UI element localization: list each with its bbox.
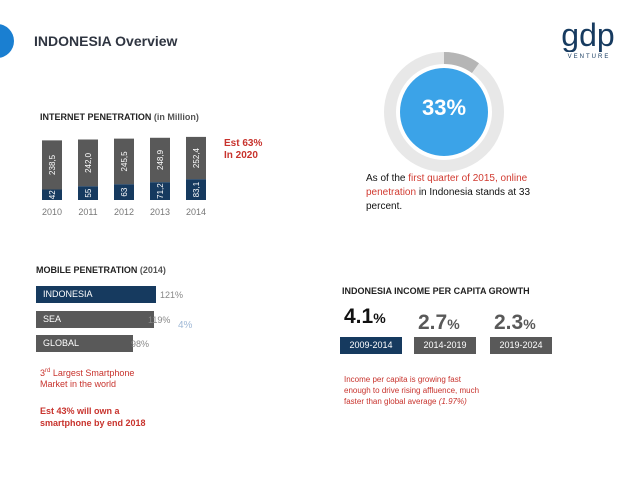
income-section-title: INDONESIA INCOME PER CAPITA GROWTH bbox=[342, 286, 530, 296]
income-value-percent: % bbox=[447, 316, 460, 332]
population-bar bbox=[42, 140, 62, 190]
income-growth-value: 2.3% bbox=[494, 311, 536, 335]
mobile-watermark-text: 4% bbox=[178, 320, 193, 331]
side-tab-marker bbox=[0, 24, 14, 58]
logo-tagline: VENTURE bbox=[567, 54, 611, 60]
mobile-bar-value: 119% bbox=[148, 315, 171, 325]
population-bar bbox=[150, 137, 170, 183]
income-period-box: 2009-2014 bbox=[340, 337, 402, 354]
mobile-section-title: MOBILE PENETRATION (2014) bbox=[36, 265, 166, 275]
mobile-bar-value: 98% bbox=[131, 339, 150, 349]
users-bar bbox=[78, 186, 98, 200]
internet-estimate-note: Est 63% In 2020 bbox=[224, 138, 262, 162]
users-value-label: 42 bbox=[48, 190, 57, 199]
estimate-line-2: smartphone by end 2018 bbox=[40, 418, 146, 428]
mobile-bar-label: SEA bbox=[43, 314, 62, 324]
internet-estimate-line-1: Est 63% bbox=[224, 138, 263, 149]
population-value-label: 245,5 bbox=[120, 151, 129, 172]
penetration-donut-chart bbox=[384, 52, 504, 172]
users-bar bbox=[42, 189, 62, 200]
donut-value-label: 33% bbox=[421, 95, 467, 120]
statement-highlight: first quarter of 2015, online penetratio… bbox=[366, 173, 528, 198]
statement-pre: As of the bbox=[366, 173, 409, 184]
donut-slice bbox=[443, 52, 479, 74]
year-tick-label: 2014 bbox=[186, 207, 206, 217]
online-penetration-statement: As of the first quarter of 2015, online … bbox=[366, 172, 546, 214]
smartphone-rank-note: 3rd Largest Smartphone Market in the wor… bbox=[40, 366, 134, 390]
users-bar bbox=[150, 182, 170, 200]
users-value-label: 63 bbox=[120, 187, 129, 196]
mobile-bar-label: INDONESIA bbox=[43, 289, 93, 299]
users-value-label: 55 bbox=[84, 188, 93, 197]
income-value-percent: % bbox=[373, 310, 386, 326]
internet-title-text: INTERNET PENETRATION bbox=[40, 112, 152, 122]
logo-wordmark: gdp bbox=[561, 18, 614, 52]
page-title: INDONESIA Overview bbox=[34, 33, 178, 49]
income-growth-value: 2.7% bbox=[418, 311, 460, 335]
gdp-logo: gdp bbox=[561, 18, 614, 52]
rank-rest: Largest Smartphone bbox=[50, 368, 135, 378]
rank-line-2: Market in the world bbox=[40, 379, 117, 389]
population-value-label: 248,9 bbox=[156, 149, 165, 170]
income-growth-note: Income per capita is growing fast enough… bbox=[344, 374, 544, 407]
population-value-label: 252,4 bbox=[192, 148, 201, 169]
users-bar bbox=[186, 179, 206, 200]
internet-unit-text: (in Million) bbox=[153, 112, 199, 122]
income-period-box: 2019-2024 bbox=[490, 337, 552, 354]
users-value-label: 83,1 bbox=[192, 181, 201, 197]
population-value-label: 242,0 bbox=[84, 152, 93, 173]
population-bar bbox=[114, 138, 134, 185]
population-bar bbox=[186, 136, 206, 180]
income-note-line-3: faster than global average bbox=[344, 397, 439, 406]
users-value-label: 71,2 bbox=[156, 183, 165, 199]
population-bar bbox=[78, 139, 98, 187]
mobile-bar-sea: SEA bbox=[36, 311, 154, 328]
year-tick-label: 2011 bbox=[78, 207, 97, 217]
income-period-box: 2014-2019 bbox=[414, 337, 476, 354]
income-note-average: (1.97%) bbox=[438, 397, 467, 406]
income-note-line-1: Income per capita is growing fast bbox=[344, 375, 461, 384]
mobile-year-text: (2014) bbox=[139, 265, 166, 275]
income-value-percent: % bbox=[523, 316, 536, 332]
internet-penetration-chart: 42 238,5 2010 55 242,0 2011 63 245,5 2012 71,2 248… bbox=[42, 136, 206, 217]
estimate-line-1: Est 43% will own a bbox=[40, 406, 120, 416]
mobile-title-text: MOBILE PENETRATION bbox=[36, 265, 138, 275]
internet-section-title: INTERNET PENETRATION (in Million) bbox=[40, 112, 199, 122]
mobile-bar-value: 121% bbox=[160, 290, 184, 300]
internet-estimate-line-2: In 2020 bbox=[224, 150, 258, 161]
users-bar bbox=[114, 184, 134, 200]
year-tick-label: 2012 bbox=[114, 207, 134, 217]
population-value-label: 238,5 bbox=[48, 154, 57, 175]
smartphone-estimate-note: Est 43% will own a smartphone by end 201… bbox=[40, 405, 146, 429]
statement-post: in Indonesia stands at 33 percent. bbox=[366, 187, 531, 212]
mobile-bar-indonesia: INDONESIA bbox=[36, 286, 156, 303]
year-tick-label: 2013 bbox=[150, 207, 170, 217]
income-growth-value: 4.1% bbox=[344, 305, 386, 329]
income-value-number: 2.3 bbox=[494, 311, 524, 334]
rank-suffix: rd bbox=[45, 368, 51, 374]
income-note-line-2: enough to drive rising affluence, much bbox=[344, 386, 480, 395]
mobile-bar-label: GLOBAL bbox=[43, 338, 80, 348]
income-value-number: 4.1 bbox=[344, 305, 374, 328]
year-tick-label: 2010 bbox=[42, 207, 62, 217]
rank-number: 3 bbox=[40, 368, 46, 378]
donut-center-fill bbox=[400, 68, 488, 156]
mobile-bar-global: GLOBAL bbox=[36, 335, 134, 352]
income-value-number: 2.7 bbox=[418, 311, 448, 334]
